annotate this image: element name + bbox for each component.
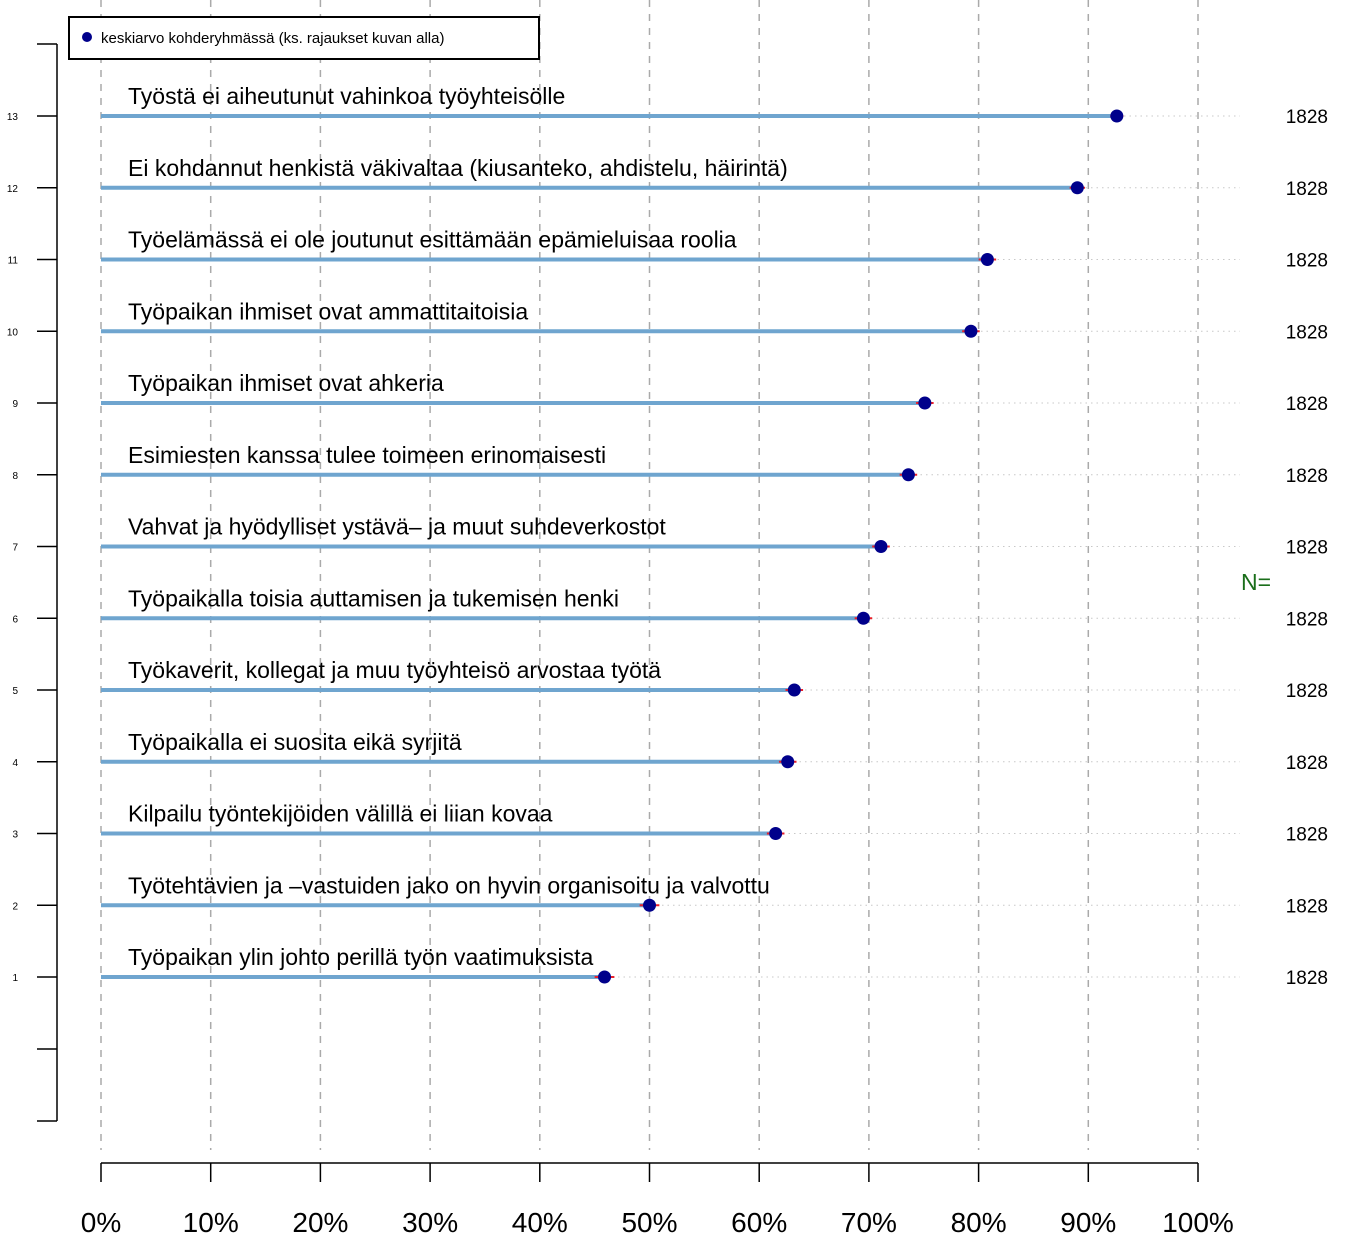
x-tick-label: 40%	[512, 1207, 568, 1238]
mean-point	[901, 468, 915, 482]
x-tick-label: 90%	[1060, 1207, 1116, 1238]
legend-marker	[82, 32, 92, 42]
y-tick-label: 3	[12, 830, 18, 841]
item-label: Kilpailu työntekijöiden välillä ei liian…	[128, 801, 553, 827]
n-value: 1828	[1286, 896, 1328, 917]
legend-label: keskiarvo kohderyhmässä (ks. rajaukset k…	[101, 30, 444, 47]
y-tick-label: 13	[7, 112, 19, 123]
y-tick-label: 11	[8, 256, 19, 267]
mean-point	[964, 324, 978, 338]
n-label: N=	[1241, 569, 1271, 595]
item-label: Työpaikalla ei suosita eikä syrjitä	[128, 729, 462, 755]
y-tick-label: 6	[12, 614, 18, 625]
n-value: 1828	[1286, 322, 1328, 343]
y-tick-label: 10	[7, 327, 19, 338]
n-value: 1828	[1286, 825, 1328, 846]
item-label: Työpaikan ylin johto perillä työn vaatim…	[128, 944, 594, 970]
vertical-gridlines	[100, 0, 1199, 1150]
x-tick-label: 10%	[183, 1207, 239, 1238]
item-labels: Työpaikan ylin johto perillä työn vaatim…	[128, 83, 788, 970]
y-tick-label: 12	[7, 184, 19, 195]
mean-point	[874, 540, 888, 553]
n-value: 1828	[1286, 251, 1328, 272]
item-label: Työstä ei aiheutunut vahinkoa työyhteisö…	[128, 83, 565, 109]
x-tick-label: 0%	[81, 1207, 121, 1238]
mean-point	[598, 970, 612, 984]
x-tick-label: 100%	[1162, 1207, 1234, 1238]
item-label: Ei kohdannut henkistä väkivaltaa (kiusan…	[128, 155, 788, 181]
item-label: Esimiesten kanssa tulee toimeen erinomai…	[128, 442, 606, 468]
x-tick-label: 30%	[402, 1207, 458, 1238]
mean-point	[769, 827, 783, 840]
n-value: 1828	[1286, 681, 1328, 702]
x-tick-label: 50%	[621, 1207, 677, 1238]
item-label: Työpaikan ihmiset ovat ahkeria	[128, 370, 444, 396]
n-values: 1828 1828 1828 1828 1828 1828 1828 1828 1828 1828…	[1286, 107, 1328, 989]
mean-point	[980, 253, 994, 266]
item-label: Työpaikan ihmiset ovat ammattitaitoisia	[128, 298, 528, 324]
n-value: 1828	[1286, 968, 1328, 989]
n-value: 1828	[1286, 107, 1328, 128]
n-value: 1828	[1286, 179, 1328, 200]
n-value: 1828	[1286, 394, 1328, 415]
item-label: Työelämässä ei ole joutunut esittämään e…	[128, 227, 737, 253]
x-axis: 0% 10% 20% 30% 40% 50% 60% 70% 80% 90% 100%	[81, 1162, 1234, 1238]
mean-point	[643, 898, 656, 912]
n-value: 1828	[1286, 609, 1328, 630]
y-tick-label: 2	[12, 901, 18, 912]
y-tick-label: 4	[12, 758, 18, 769]
item-label: Työkaverit, kollegat ja muu työyhteisö a…	[128, 657, 661, 683]
n-value: 1828	[1286, 538, 1328, 559]
mean-point	[1110, 109, 1124, 123]
x-tick-label: 60%	[731, 1207, 787, 1238]
mean-point	[787, 683, 801, 697]
x-tick-label: 70%	[841, 1207, 897, 1238]
y-tick-label: 8	[12, 471, 18, 482]
mean-point	[918, 396, 932, 410]
x-tick-label: 80%	[951, 1207, 1007, 1238]
item-label: Vahvat ja hyödylliset ystävä– ja muut su…	[128, 514, 666, 540]
y-tick-label: 5	[12, 686, 18, 697]
y-tick-label: 1	[12, 973, 18, 984]
n-value: 1828	[1286, 466, 1328, 487]
mean-point	[856, 611, 870, 625]
x-tick-label: 20%	[292, 1207, 348, 1238]
mean-point	[1070, 181, 1084, 195]
n-value: 1828	[1286, 753, 1328, 774]
legend-box	[68, 16, 540, 60]
mean-point	[781, 755, 795, 769]
item-label: Työtehtävien ja –vastuiden jako on hyvin…	[128, 872, 770, 898]
y-tick-label: 7	[12, 543, 18, 554]
bars	[101, 109, 1124, 984]
item-label: Työpaikalla toisia auttamisen ja tukemis…	[128, 585, 619, 611]
y-tick-label: 9	[12, 399, 18, 410]
legend: keskiarvo kohderyhmässä (ks. rajaukset k…	[68, 16, 540, 60]
